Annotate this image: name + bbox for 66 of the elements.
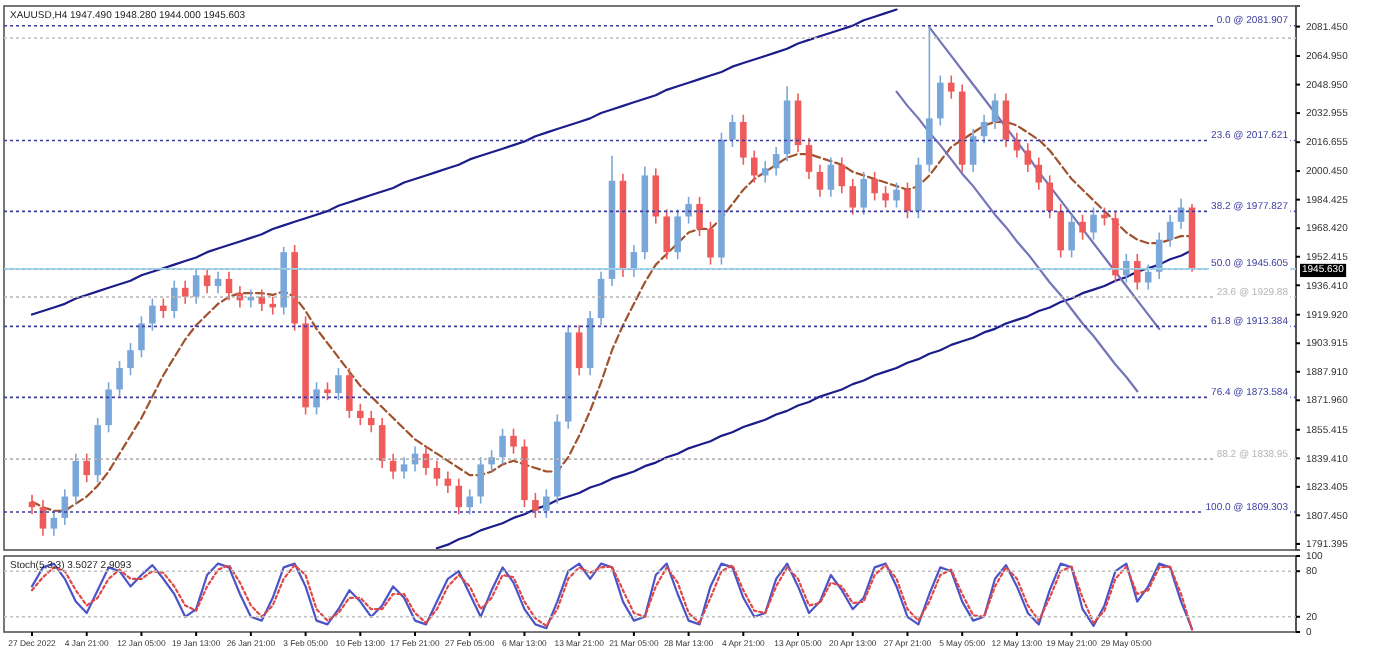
- candlestick: [740, 114, 747, 166]
- candlestick: [926, 26, 933, 173]
- candlestick: [532, 492, 539, 519]
- candlestick: [1134, 253, 1141, 291]
- candlestick: [510, 427, 517, 455]
- candlestick: [937, 74, 944, 127]
- candlestick: [729, 114, 736, 148]
- candlestick: [499, 427, 506, 466]
- candlestick: [269, 295, 277, 316]
- candlestick: [378, 417, 386, 469]
- candlestick: [674, 208, 681, 261]
- candlestick: [400, 456, 408, 480]
- candlestick: [346, 367, 353, 419]
- candlestick: [477, 456, 484, 505]
- candlestick: [663, 208, 670, 261]
- candlestick: [1090, 206, 1097, 241]
- candlestick: [138, 315, 145, 359]
- candlestick: [203, 267, 211, 294]
- candlestick: [1079, 213, 1086, 241]
- candlestick: [915, 156, 922, 220]
- candlestick: [652, 167, 660, 225]
- candlestick: [849, 178, 857, 216]
- candlestick: [860, 171, 867, 216]
- candlestick: [50, 509, 58, 537]
- candlestick: [543, 488, 550, 519]
- candlestick: [575, 324, 583, 377]
- candlestick: [1046, 174, 1054, 220]
- candlestick: [83, 452, 90, 484]
- candlestick: [750, 149, 758, 184]
- candlestick: [488, 449, 495, 473]
- candlestick: [105, 381, 112, 434]
- candlestick: [170, 279, 178, 319]
- candlestick: [389, 452, 397, 480]
- candlestick: [335, 367, 342, 401]
- candlestick: [1024, 142, 1032, 173]
- candlestick: [1057, 203, 1064, 259]
- line-series: [928, 26, 1161, 330]
- candlestick: [893, 181, 900, 209]
- candlestick: [816, 163, 824, 198]
- candlestick: [696, 196, 703, 237]
- candlestick: [192, 267, 200, 305]
- candlestick: [1144, 263, 1152, 291]
- candlestick: [827, 156, 835, 198]
- candlestick: [707, 221, 714, 266]
- candlestick: [871, 171, 878, 202]
- candlestick: [904, 181, 911, 220]
- candlestick: [127, 342, 134, 377]
- candlestick: [433, 460, 441, 487]
- candlestick: [357, 402, 364, 426]
- candlestick: [1002, 92, 1010, 148]
- candlestick: [947, 74, 955, 100]
- candlestick: [882, 185, 889, 209]
- candlestick: [160, 297, 167, 319]
- candlestick: [1068, 213, 1075, 259]
- candlestick: [805, 137, 813, 180]
- candlestick: [367, 410, 375, 434]
- candlestick: [313, 381, 320, 416]
- candlestick: [685, 196, 692, 225]
- candlestick: [1035, 156, 1043, 191]
- candlestick: [116, 360, 123, 398]
- candlestick: [969, 128, 977, 173]
- candlestick: [149, 297, 156, 332]
- candlestick: [1166, 213, 1174, 248]
- line-series: [895, 90, 1139, 393]
- candlestick: [72, 452, 80, 505]
- candlestick: [466, 488, 474, 516]
